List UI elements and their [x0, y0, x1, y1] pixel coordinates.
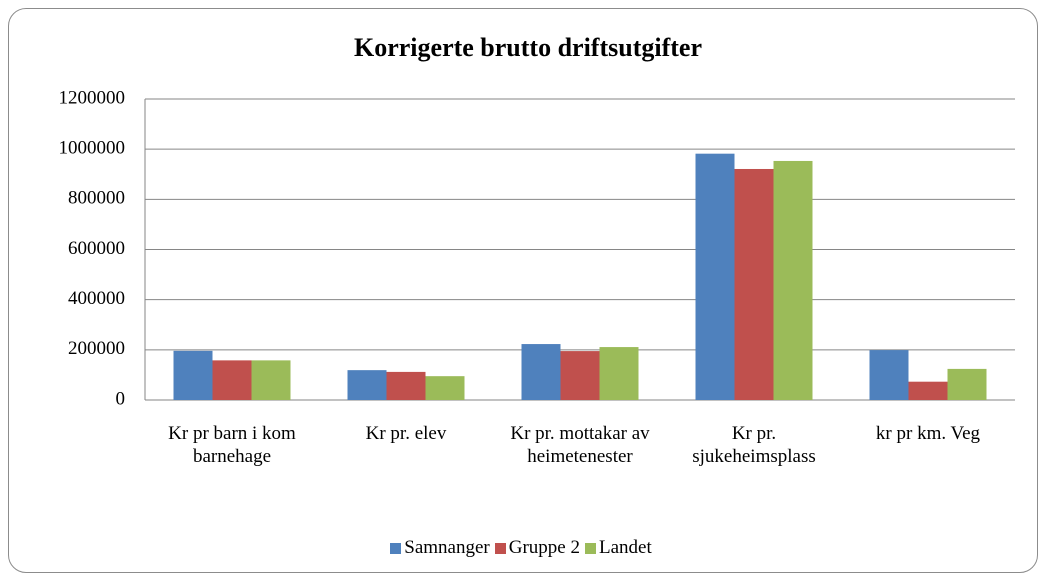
bar [734, 168, 774, 400]
bar [908, 381, 948, 400]
y-tick-label: 200000 [68, 338, 125, 359]
bar [212, 360, 252, 400]
legend: Samnanger Gruppe 2 Landet [0, 537, 1047, 559]
bar [521, 344, 561, 400]
bar [599, 347, 639, 400]
legend-swatch [584, 542, 596, 554]
bar [869, 350, 909, 400]
legend-swatch [494, 542, 506, 554]
bar [425, 376, 465, 400]
legend-label: Landet [598, 537, 652, 558]
y-tick-label: 400000 [68, 288, 125, 309]
bar [173, 350, 213, 400]
x-tick-label: Kr pr. sjukeheimsplass [692, 423, 816, 467]
legend-item: Samnanger [390, 537, 490, 559]
y-tick-label: 1000000 [59, 138, 126, 159]
bar [251, 360, 291, 400]
legend-swatch [390, 542, 402, 554]
legend-item: Gruppe 2 [494, 537, 580, 559]
chart-title: Korrigerte brutto driftsutgifter [354, 33, 702, 62]
legend-label: Samnanger [404, 537, 490, 558]
y-tick-label: 1200000 [59, 87, 126, 108]
chart-border [8, 8, 1038, 573]
x-tick-label: kr pr km. Veg [875, 423, 981, 444]
legend-item: Landet [584, 537, 652, 559]
x-tick-label: Kr pr. elev [365, 423, 447, 444]
bar [773, 160, 813, 400]
y-tick-label: 0 [116, 388, 126, 409]
y-tick-label: 800000 [68, 188, 125, 209]
bar [695, 153, 735, 400]
bar [386, 371, 426, 400]
x-tick-label: Kr pr. mottakar av heimetenester [510, 423, 650, 467]
bar [560, 351, 600, 400]
legend-label: Gruppe 2 [508, 537, 580, 558]
x-tick-label: Kr pr barn i kom barnehage [168, 423, 296, 467]
bar [347, 370, 387, 400]
bar [947, 368, 987, 400]
y-tick-label: 600000 [68, 238, 125, 259]
